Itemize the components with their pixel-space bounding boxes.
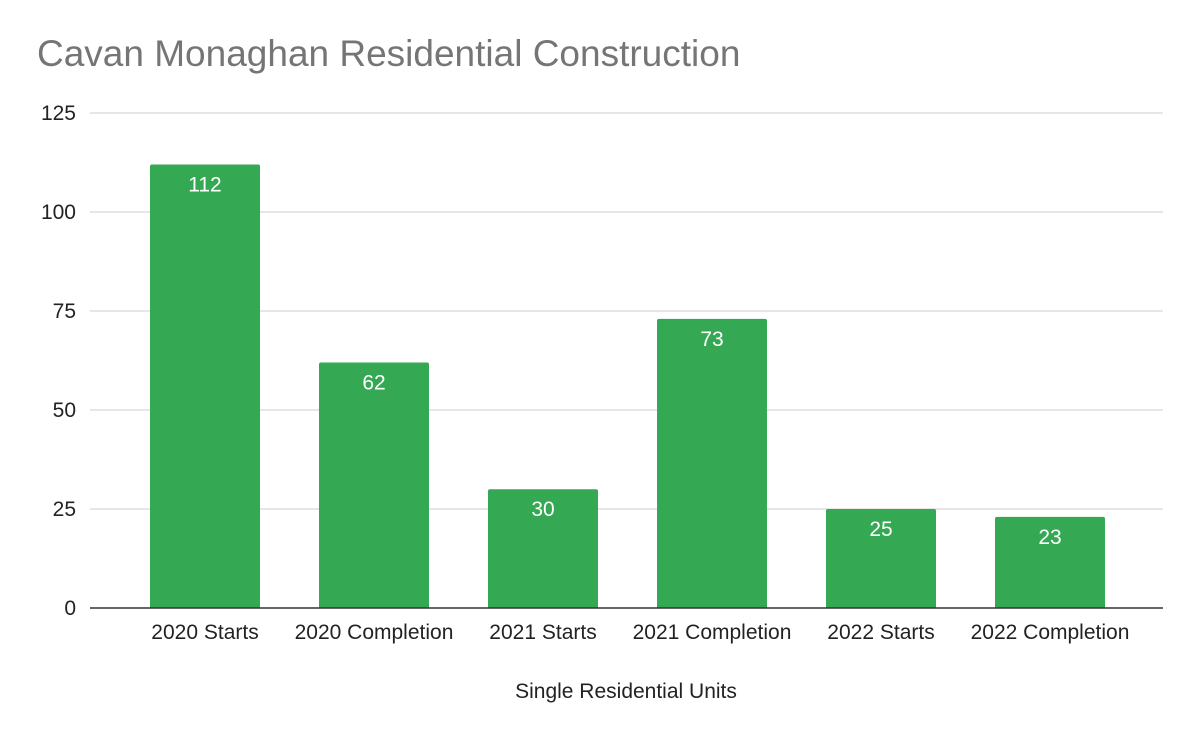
category-label: 2022 Completion	[971, 621, 1130, 644]
bar-2022-starts	[826, 509, 936, 608]
y-tick-label: 75	[53, 300, 76, 323]
bars	[150, 164, 1105, 609]
gridlines	[90, 112, 1163, 510]
y-tick-label: 0	[64, 597, 76, 620]
data-label: 112	[188, 173, 221, 196]
y-tick-label: 25	[53, 498, 76, 521]
data-label: 23	[1038, 526, 1061, 549]
data-label: 62	[362, 371, 385, 394]
category-label: 2022 Starts	[827, 621, 934, 644]
category-labels: 2020 Starts 2020 Completion 2021 Starts 202…	[151, 621, 1129, 644]
bar-2021-completion	[657, 318, 767, 608]
data-label: 73	[700, 328, 723, 351]
y-axis-tick-labels: 0 25 50 75 100 125	[41, 102, 76, 620]
bar-2020-starts	[150, 164, 260, 609]
y-tick-label: 125	[41, 102, 76, 125]
bar-2020-completion	[319, 362, 429, 608]
category-label: 2021 Completion	[633, 621, 792, 644]
bar-2022-completion	[995, 516, 1105, 608]
bar-2021-starts	[488, 489, 598, 608]
data-labels: 112 62 30 73 25 23	[188, 173, 1061, 548]
category-label: 2021 Starts	[489, 621, 596, 644]
y-tick-label: 100	[41, 201, 76, 224]
category-label: 2020 Completion	[295, 621, 454, 644]
x-axis-title: Single Residential Units	[515, 680, 737, 703]
data-label: 25	[869, 518, 892, 541]
category-label: 2020 Starts	[151, 621, 258, 644]
data-label: 30	[531, 498, 554, 521]
chart-title: Cavan Monaghan Residential Construction	[37, 33, 741, 74]
y-tick-label: 50	[53, 399, 76, 422]
